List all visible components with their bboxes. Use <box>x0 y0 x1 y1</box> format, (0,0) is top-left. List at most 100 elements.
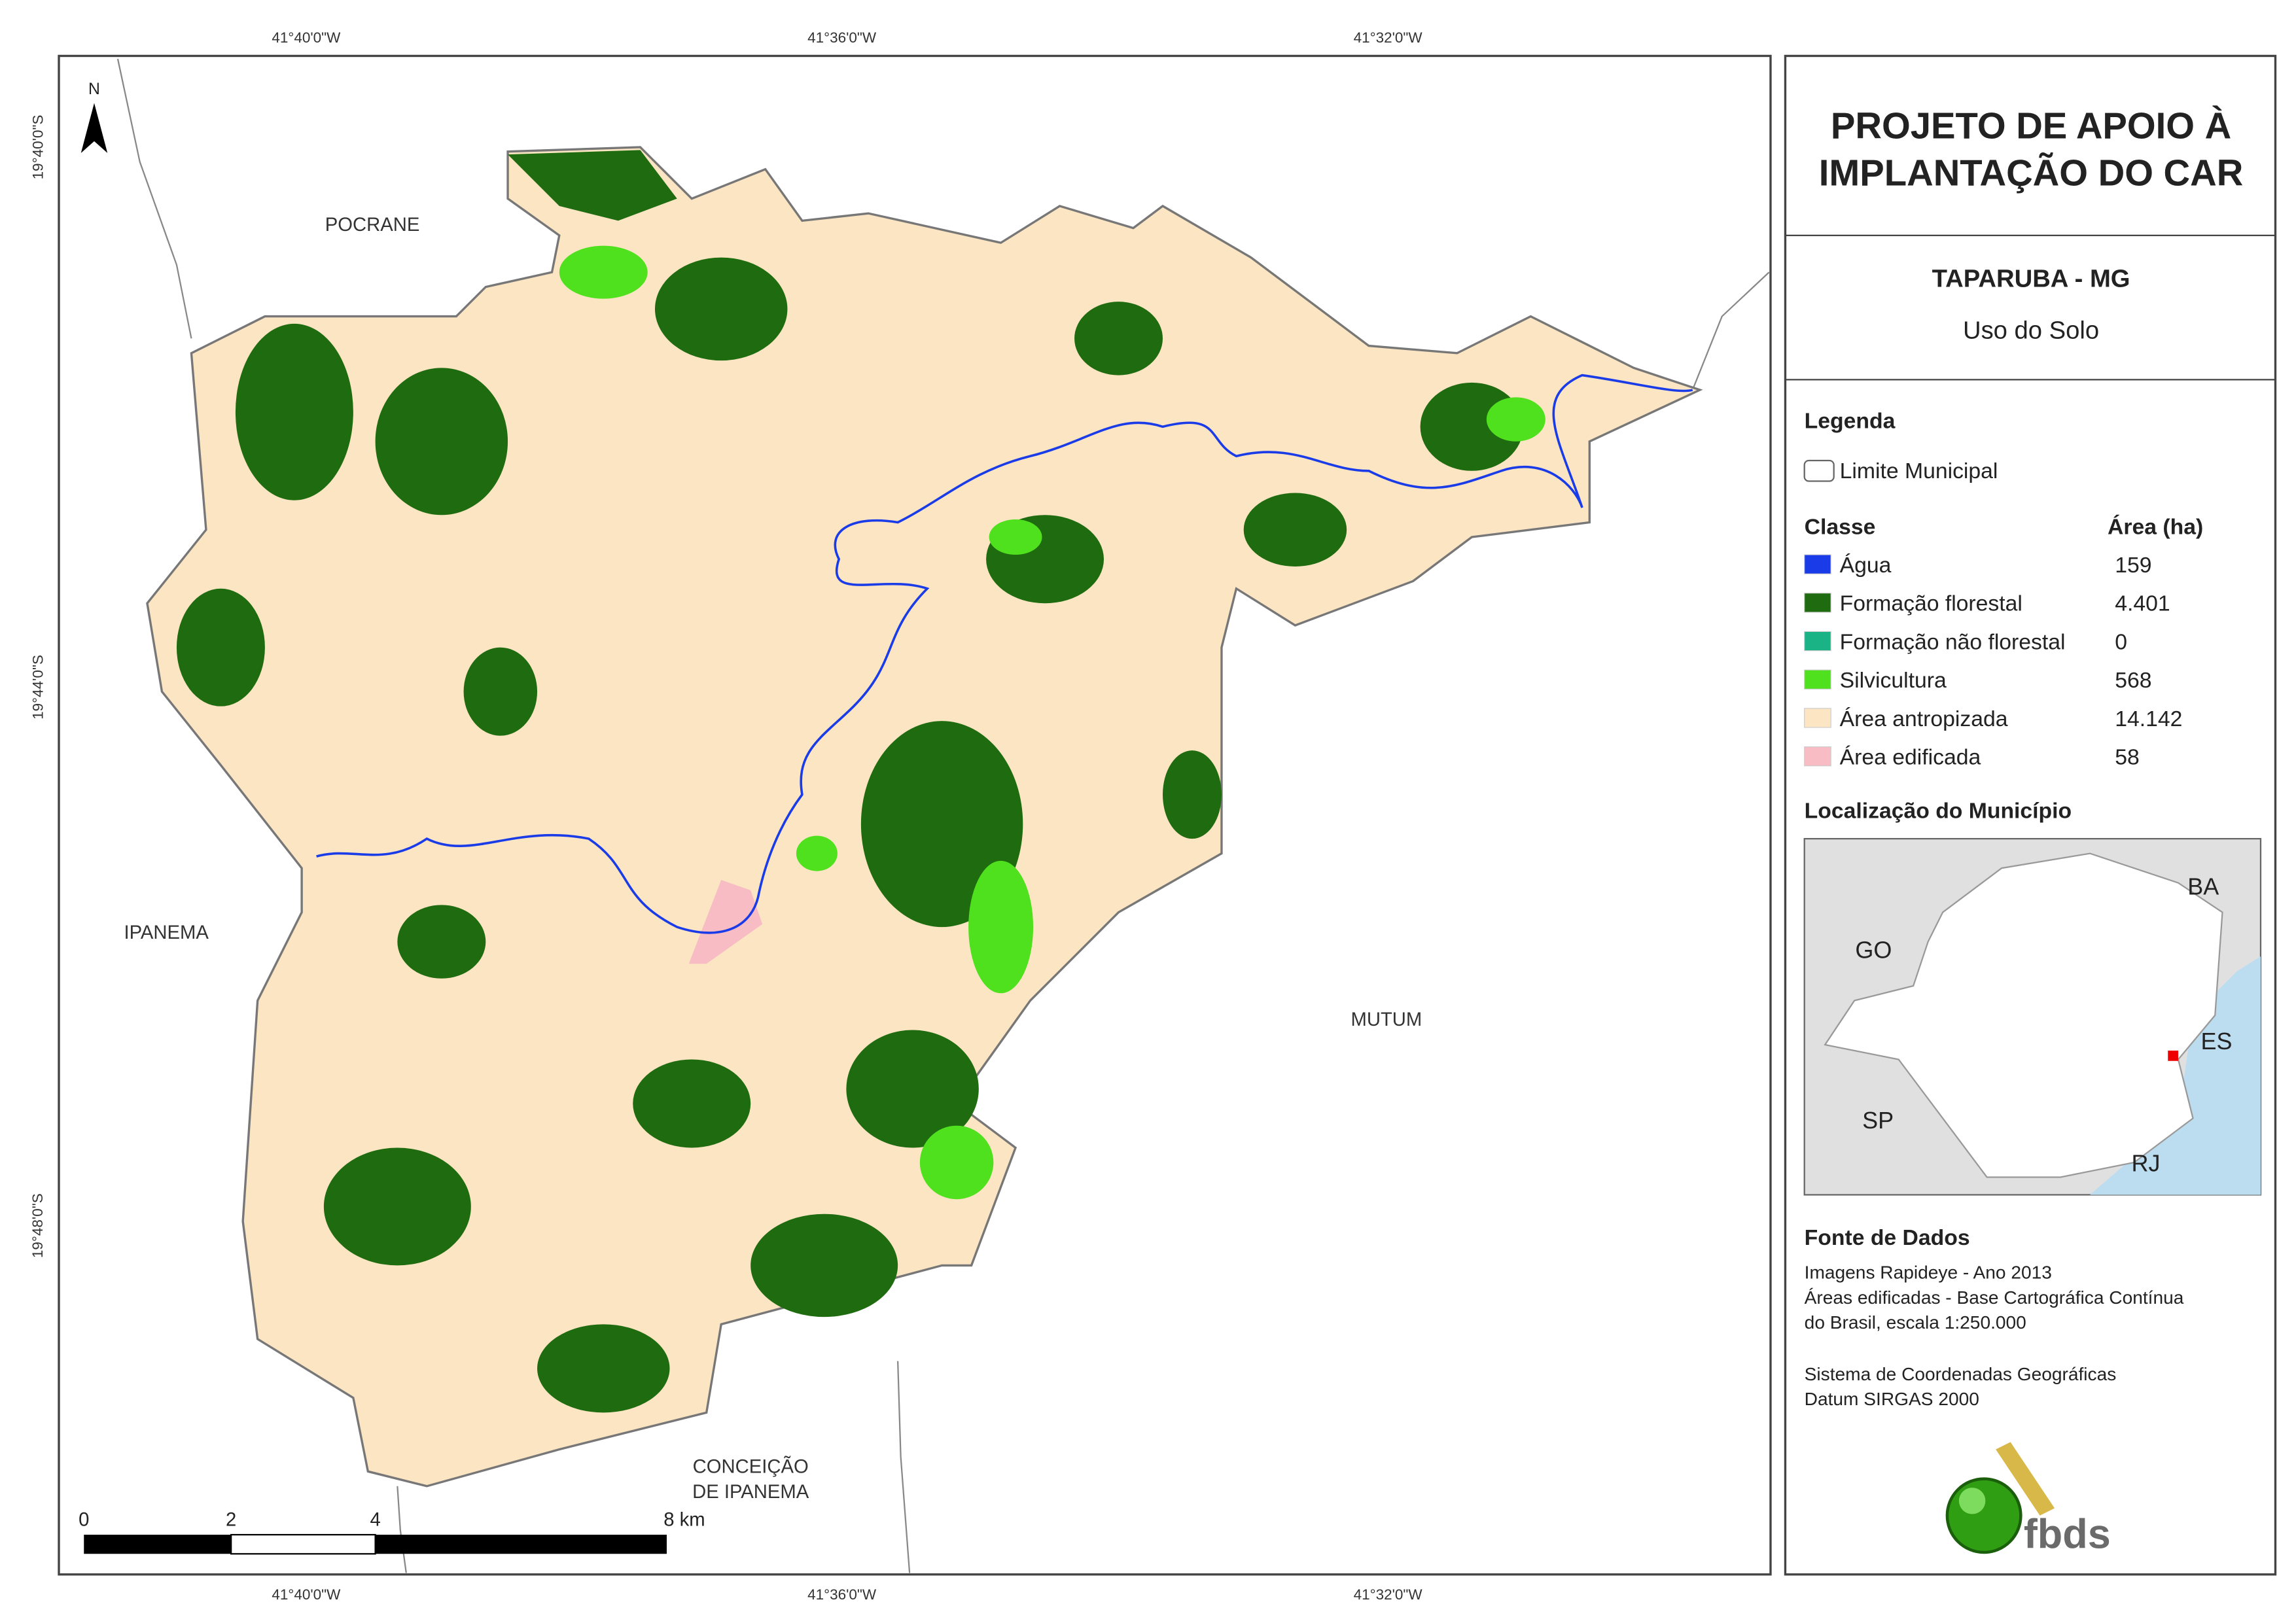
boundary-line <box>896 1361 911 1573</box>
sources-heading: Fonte de Dados <box>1805 1225 1970 1250</box>
place-name: POCRANE <box>325 215 420 236</box>
legend-swatch <box>1804 669 1831 689</box>
legend-area: 159 <box>2115 553 2151 578</box>
legend-swatch <box>1804 554 1831 574</box>
boundary-swatch <box>1803 459 1835 482</box>
inset-label: RJ <box>2132 1149 2161 1176</box>
forest-patch <box>751 1213 898 1318</box>
source-line: Datum SIRGAS 2000 <box>1805 1389 1979 1409</box>
forest-patch <box>654 257 788 361</box>
forest-patch <box>375 368 508 515</box>
forest-patch <box>397 905 486 979</box>
forest-patch <box>1162 750 1222 839</box>
silviculture-patches <box>559 245 1545 1200</box>
forest-patch <box>463 647 538 736</box>
legend-label: Água <box>1840 553 1892 578</box>
source-line: do Brasil, escala 1:250.000 <box>1805 1312 2026 1333</box>
logo: fbds <box>1945 1442 2111 1557</box>
legend-area: 58 <box>2115 745 2140 770</box>
forest-patch <box>537 1324 670 1413</box>
source-line: Áreas edificadas - Base Cartográfica Con… <box>1805 1287 2184 1308</box>
forest-patch <box>235 323 353 500</box>
location-inset <box>1803 837 2262 1196</box>
forest-patch <box>633 1059 751 1148</box>
grid-label-left: 19°48'0"S <box>29 1193 46 1258</box>
grid-label-left: 19°44'0"S <box>29 655 46 720</box>
scale-segment <box>375 1535 667 1554</box>
legend-label: Silvicultura <box>1840 668 1947 693</box>
built-area <box>688 880 763 964</box>
forest-patch <box>1243 493 1347 567</box>
logo-highlight <box>1958 1488 1986 1514</box>
scale-label: 0 <box>79 1510 89 1531</box>
logo-circle <box>1945 1477 2022 1554</box>
grid-label-bottom: 41°40'0"W <box>272 1586 341 1603</box>
legend-heading: Legenda <box>1805 409 1896 434</box>
legend-swatch <box>1804 746 1831 767</box>
scale-label: 2 <box>226 1510 236 1531</box>
inset-label: BA <box>2187 873 2219 900</box>
place-name: DE IPANEMA <box>692 1482 809 1503</box>
title-line: IMPLANTAÇÃO DO CAR <box>1819 152 2244 193</box>
north-arrow: N <box>80 80 108 153</box>
river <box>316 374 1693 934</box>
north-arrow-shape <box>80 103 108 153</box>
grid-label-top: 41°36'0"W <box>807 29 877 46</box>
boundary-line <box>397 1486 407 1573</box>
legend-label: Área antropizada <box>1840 707 2008 731</box>
legend-items: Água 159 Formação florestal 4.401 Formação n… <box>1804 553 2182 770</box>
map-subtitle: Uso do Solo <box>1963 316 2099 344</box>
scale-segment <box>230 1533 376 1555</box>
scale-label: 4 <box>370 1510 380 1531</box>
inset-label: GO <box>1855 936 1892 963</box>
logo-bar <box>1996 1442 2055 1516</box>
forest-patch <box>323 1147 471 1266</box>
location-heading: Localização do Município <box>1805 799 2072 824</box>
silviculture-patch <box>1486 397 1545 442</box>
silviculture-patch <box>796 835 838 871</box>
info-panel <box>1784 54 2277 1576</box>
source-lines: Imagens Rapideye - Ano 2013 Áreas edifica… <box>1805 1263 2184 1409</box>
silviculture-patch <box>989 519 1042 555</box>
silviculture-patch <box>919 1125 994 1200</box>
municipality-marker <box>2168 1051 2179 1061</box>
legend-area: 4.401 <box>2115 591 2170 616</box>
legend-swatch <box>1804 593 1831 613</box>
inset-label: SP <box>1862 1107 1894 1134</box>
grid-label-left: 19°40'0"S <box>29 115 46 180</box>
place-name: CONCEIÇÃO <box>693 1456 809 1478</box>
place-name: IPANEMA <box>124 922 209 943</box>
legend-area: 14.142 <box>2115 707 2182 731</box>
forest-patch <box>846 1030 979 1148</box>
legend-swatch <box>1804 708 1831 728</box>
ocean <box>2090 956 2261 1195</box>
forest-patch <box>1074 302 1163 375</box>
inset-labels: BA GO ES SP RJ <box>1855 873 2232 1177</box>
class-heading: Classe <box>1805 515 1876 540</box>
inset-label: ES <box>2201 1028 2233 1055</box>
legend-label: Formação florestal <box>1840 591 2022 616</box>
forest-patch <box>508 150 677 221</box>
legend-area: 0 <box>2115 629 2127 654</box>
grid-label-bottom: 41°32'0"W <box>1354 1586 1423 1603</box>
municipality-name: TAPARUBA - MG <box>1932 265 2130 293</box>
title-line: PROJETO DE APOIO À <box>1831 105 2231 146</box>
grid-label-bottom: 41°36'0"W <box>807 1586 877 1603</box>
boundary-line <box>1691 271 1770 391</box>
scale-segment <box>84 1535 232 1554</box>
legend-label: Formação não florestal <box>1840 629 2066 654</box>
boundary-line <box>116 58 192 339</box>
boundary-label: Limite Municipal <box>1840 459 1998 483</box>
neighbour-boundaries <box>116 58 1770 1573</box>
forest-patch <box>176 588 265 707</box>
source-line: Sistema de Coordenadas Geográficas <box>1805 1364 2117 1384</box>
legend-swatch <box>1804 631 1831 652</box>
area-heading: Área (ha) <box>2108 515 2203 540</box>
source-line: Imagens Rapideye - Ano 2013 <box>1805 1263 2052 1283</box>
legend-area: 568 <box>2115 668 2151 693</box>
scale-label: 8 km <box>663 1510 705 1531</box>
logo-text: fbds <box>2024 1511 2111 1557</box>
